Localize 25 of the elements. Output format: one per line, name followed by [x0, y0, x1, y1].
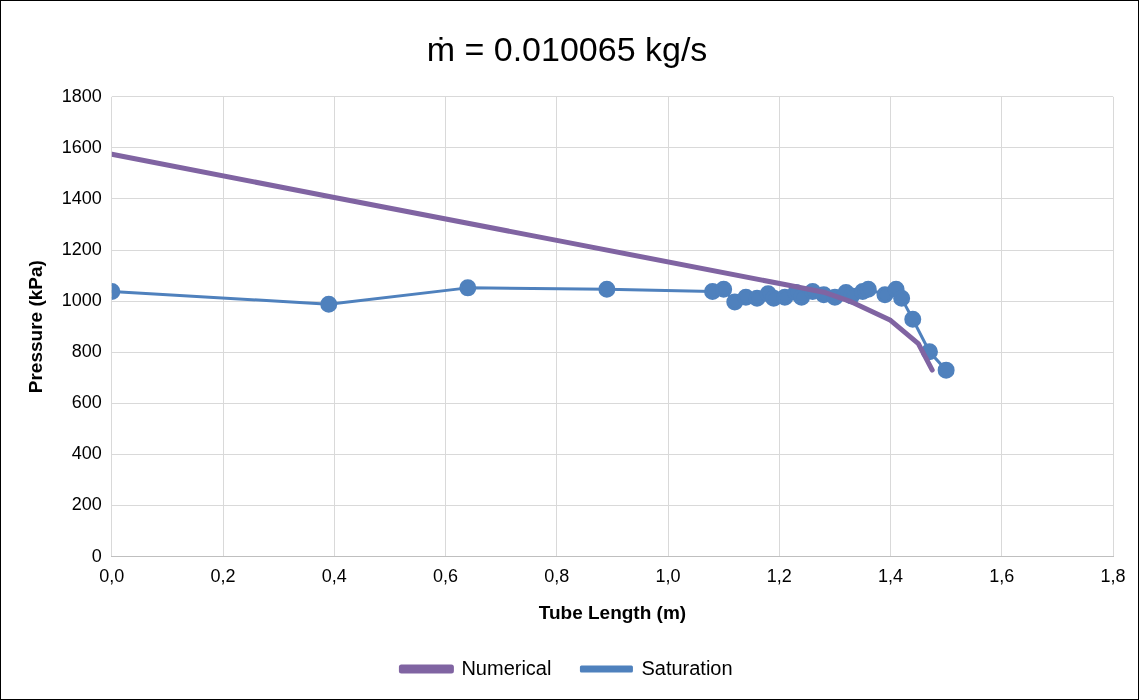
- y-tick-label: 400: [71, 443, 102, 464]
- y-tick-label: 200: [71, 494, 102, 515]
- x-tick-label: 1,0: [655, 566, 681, 587]
- x-tick-label: 1,6: [989, 566, 1015, 587]
- y-tick-label: 1800: [61, 85, 102, 106]
- y-axis-title: Pressure (kPa): [24, 260, 46, 394]
- legend-label: Numerical: [461, 656, 552, 679]
- x-tick-label: 0,0: [99, 566, 125, 587]
- legend-label: Saturation: [641, 656, 733, 679]
- y-tick-label: 1200: [61, 239, 102, 260]
- x-tick-label: 0,8: [544, 566, 570, 587]
- x-tick-label: 0,4: [321, 566, 347, 587]
- y-tick-label: 1000: [61, 290, 102, 311]
- y-tick-label: 0: [91, 545, 102, 566]
- y-tick-label: 1400: [61, 187, 102, 208]
- x-tick-label: 0,6: [433, 566, 459, 587]
- x-axis-title: Tube Length (m): [538, 601, 687, 623]
- y-tick-label: 800: [71, 341, 102, 362]
- y-tick-label: 1600: [61, 136, 102, 157]
- x-tick-label: 0,2: [210, 566, 236, 587]
- x-tick-label: 1,2: [766, 566, 792, 587]
- x-tick-label: 1,4: [878, 566, 904, 587]
- chart-title: ṁ = 0.010065 kg/s: [426, 29, 708, 68]
- x-tick-label: 1,8: [1100, 566, 1126, 587]
- y-tick-label: 600: [71, 392, 102, 413]
